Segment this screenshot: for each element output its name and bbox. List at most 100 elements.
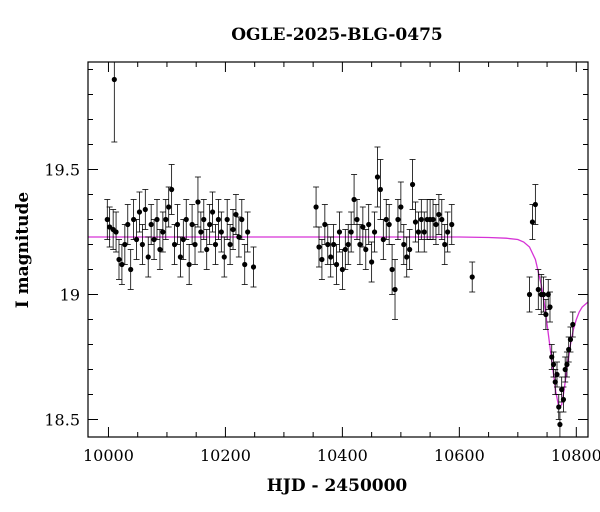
data-point bbox=[142, 206, 148, 213]
data-point bbox=[215, 216, 222, 223]
data-point bbox=[345, 241, 351, 248]
data-point bbox=[557, 421, 563, 428]
data-point bbox=[148, 221, 154, 228]
data-point bbox=[195, 199, 201, 205]
data-point bbox=[529, 219, 536, 225]
data-point bbox=[374, 174, 381, 180]
data-point bbox=[377, 186, 383, 193]
data-point bbox=[421, 229, 427, 235]
data-point bbox=[245, 229, 251, 235]
data-point bbox=[547, 304, 553, 310]
data-point bbox=[407, 246, 413, 253]
chart-title: OGLE-2025-BLG-0475 bbox=[231, 25, 443, 45]
data-point bbox=[395, 216, 401, 223]
data-point bbox=[401, 241, 407, 248]
data-point bbox=[564, 361, 570, 368]
data-point bbox=[560, 396, 567, 403]
data-point bbox=[183, 216, 189, 223]
data-point bbox=[233, 211, 239, 218]
data-point bbox=[559, 386, 565, 393]
data-point bbox=[136, 209, 143, 215]
data-point bbox=[526, 291, 533, 298]
data-point bbox=[313, 204, 319, 210]
data-point bbox=[198, 229, 204, 235]
data-point bbox=[554, 371, 560, 378]
data-point bbox=[316, 244, 322, 250]
plot-frame bbox=[87, 61, 589, 438]
y-tick-label: 19 bbox=[60, 286, 80, 305]
data-point bbox=[325, 241, 331, 248]
data-point bbox=[409, 181, 416, 188]
data-point bbox=[366, 221, 372, 228]
data-point bbox=[111, 76, 117, 83]
data-point bbox=[333, 261, 340, 268]
x-tick-label: 10200 bbox=[200, 446, 251, 465]
data-point bbox=[113, 229, 119, 235]
data-point bbox=[242, 261, 248, 268]
data-point bbox=[116, 256, 122, 263]
data-point bbox=[169, 186, 175, 193]
data-point bbox=[566, 346, 572, 353]
x-tick-label: 10400 bbox=[317, 446, 368, 465]
data-point bbox=[336, 229, 343, 235]
data-point bbox=[204, 246, 210, 253]
data-point bbox=[535, 286, 541, 293]
data-point bbox=[449, 221, 455, 228]
data-point bbox=[418, 216, 424, 223]
data-point bbox=[154, 216, 160, 223]
data-point bbox=[567, 336, 574, 343]
data-point bbox=[328, 254, 334, 260]
data-point bbox=[163, 216, 169, 223]
data-point bbox=[412, 219, 419, 225]
data-point bbox=[354, 216, 360, 223]
data-point bbox=[177, 254, 183, 260]
data-point bbox=[404, 254, 410, 260]
y-tick-label: 18.5 bbox=[44, 411, 80, 430]
data-point bbox=[469, 274, 475, 280]
data-point bbox=[363, 246, 369, 253]
data-point bbox=[348, 229, 354, 235]
data-point bbox=[166, 204, 172, 210]
data-point bbox=[104, 216, 110, 223]
data-point bbox=[386, 221, 392, 228]
data-point bbox=[207, 221, 213, 228]
x-axis-label: HJD - 2450000 bbox=[267, 476, 408, 496]
data-point bbox=[369, 259, 375, 265]
data-point bbox=[230, 226, 236, 233]
data-point bbox=[543, 311, 549, 318]
data-point bbox=[319, 256, 325, 263]
data-points-layer bbox=[104, 62, 576, 437]
data-point bbox=[371, 229, 378, 235]
axis-ticks-layer: 10000 10200 10400 10600 10800 18.5 19 19.5 bbox=[44, 62, 600, 465]
data-point bbox=[392, 286, 398, 293]
data-point bbox=[227, 241, 233, 248]
data-point bbox=[549, 354, 555, 360]
data-point bbox=[224, 216, 230, 223]
data-point bbox=[445, 229, 451, 235]
data-point bbox=[192, 241, 198, 248]
data-point bbox=[239, 216, 245, 223]
data-point bbox=[186, 261, 192, 268]
data-point bbox=[133, 236, 140, 243]
x-tick-label: 10000 bbox=[83, 446, 134, 465]
x-tick-label: 10800 bbox=[551, 446, 600, 465]
y-tick-label: 19.5 bbox=[44, 161, 80, 180]
data-point bbox=[160, 229, 166, 235]
data-point bbox=[545, 291, 551, 298]
data-point bbox=[201, 216, 207, 223]
data-point bbox=[389, 266, 395, 273]
data-point bbox=[360, 224, 366, 230]
data-point bbox=[221, 254, 227, 260]
data-point bbox=[433, 221, 439, 228]
data-point bbox=[556, 404, 562, 410]
y-axis-label: I magnitude bbox=[13, 192, 33, 309]
data-point bbox=[540, 291, 547, 298]
x-tick-label: 10600 bbox=[434, 446, 485, 465]
data-point bbox=[398, 204, 404, 210]
data-point bbox=[209, 209, 216, 215]
data-point bbox=[570, 321, 576, 328]
data-point bbox=[562, 366, 568, 373]
data-point bbox=[436, 211, 442, 218]
data-point bbox=[157, 246, 163, 253]
